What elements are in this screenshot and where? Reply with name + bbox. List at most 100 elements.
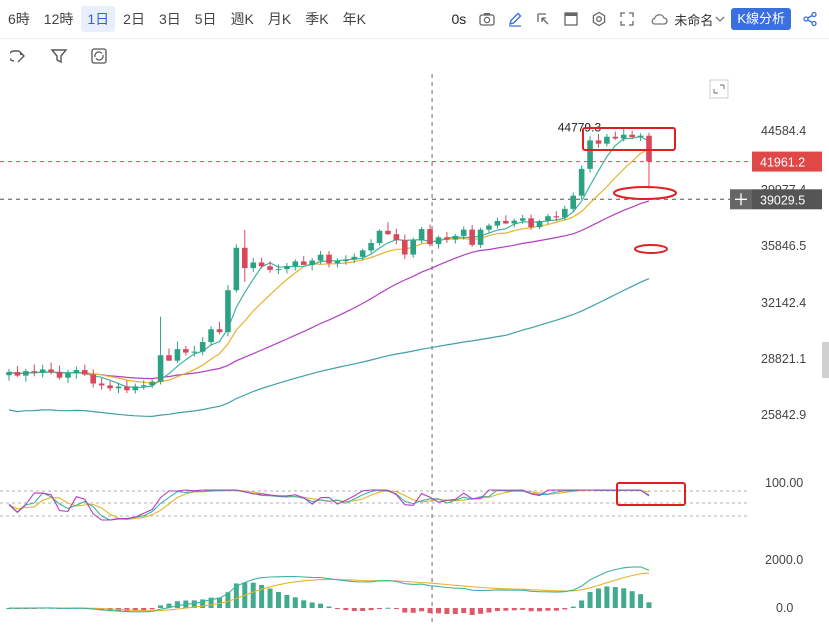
refresh-icon[interactable] bbox=[86, 43, 112, 69]
macd-bar bbox=[309, 602, 315, 608]
expand-button[interactable] bbox=[709, 79, 729, 99]
candle-body bbox=[216, 329, 223, 333]
candle-body bbox=[56, 371, 63, 378]
share-icon[interactable] bbox=[797, 6, 823, 32]
price-axis: 44584.439977.435846.532142.428821.125842… bbox=[730, 124, 822, 615]
candle-body bbox=[376, 230, 383, 243]
last-price-tag bbox=[752, 151, 822, 172]
macd-bar bbox=[225, 592, 231, 608]
macd-bar bbox=[452, 608, 458, 614]
macd-bar bbox=[368, 608, 374, 611]
macd-bar bbox=[301, 600, 307, 608]
candle-body bbox=[368, 242, 374, 251]
candle-body bbox=[39, 369, 46, 373]
candle-body bbox=[225, 290, 231, 333]
macd-bar bbox=[292, 597, 298, 608]
fullscreen-icon[interactable] bbox=[614, 6, 640, 32]
macd-bar bbox=[149, 608, 155, 610]
macd-bar bbox=[107, 608, 113, 612]
candle-body bbox=[267, 266, 273, 270]
grid bbox=[0, 74, 750, 625]
expand-icon bbox=[713, 84, 725, 94]
timeframe-tab[interactable]: 6時 bbox=[8, 11, 30, 27]
macd-bar bbox=[579, 600, 585, 608]
chart-name[interactable]: 未命名 bbox=[674, 12, 714, 28]
candle-body bbox=[536, 221, 543, 228]
timeframe-tab[interactable]: 3日 bbox=[158, 11, 181, 27]
candle-body bbox=[427, 229, 433, 245]
macd-bar bbox=[351, 608, 357, 612]
macd-bar bbox=[158, 605, 164, 608]
candle-body bbox=[477, 229, 484, 245]
candle-body bbox=[6, 372, 12, 376]
high-price-label: 44779.3 bbox=[558, 121, 602, 135]
macd-bar bbox=[217, 597, 223, 608]
price-tick-label: 32142.4 bbox=[761, 296, 806, 310]
macd-bar bbox=[461, 608, 467, 614]
candle-body bbox=[208, 329, 214, 343]
candle-body bbox=[359, 250, 366, 257]
timeframe-tab[interactable]: 週K bbox=[230, 11, 254, 27]
candle-body bbox=[494, 220, 501, 226]
timeframe-tab[interactable]: 2日 bbox=[123, 11, 145, 27]
scroll-handle[interactable] bbox=[822, 342, 829, 378]
gear-icon[interactable] bbox=[586, 6, 612, 32]
candle-body bbox=[503, 220, 509, 224]
candle-body bbox=[233, 247, 240, 291]
moving-averages bbox=[8, 135, 650, 418]
candle-body bbox=[587, 140, 593, 169]
k-analysis-button[interactable]: K線分析 bbox=[731, 8, 791, 30]
macd-bar bbox=[537, 608, 543, 612]
timeframe-tab[interactable]: 1日 bbox=[81, 6, 116, 32]
macd-bar bbox=[360, 608, 366, 611]
candle-body bbox=[612, 136, 619, 139]
macd-bar bbox=[267, 588, 273, 608]
annotations: 44779.3 bbox=[558, 121, 686, 506]
candles bbox=[6, 127, 652, 394]
candle-body bbox=[595, 140, 602, 144]
last-price-value: 41961.2 bbox=[760, 156, 805, 170]
chevron-down-icon[interactable] bbox=[715, 15, 725, 23]
timeframe-tab[interactable]: 12時 bbox=[43, 11, 74, 27]
interval-label[interactable]: 0s bbox=[451, 11, 467, 27]
candle-body bbox=[646, 135, 652, 162]
candle-body bbox=[48, 369, 54, 372]
candle-body bbox=[486, 225, 492, 230]
candle-body bbox=[460, 229, 467, 236]
pencil-icon[interactable] bbox=[502, 6, 528, 32]
highlight-ellipse-long bbox=[634, 244, 668, 254]
price-chart[interactable]: 44779.3 44584.439977.435846.532142.42882… bbox=[0, 74, 829, 625]
candle-body bbox=[578, 168, 585, 196]
timeframe-tab[interactable]: 5日 bbox=[194, 11, 217, 27]
filter-icon[interactable] bbox=[46, 43, 72, 69]
candle-body bbox=[157, 355, 164, 382]
candle-body bbox=[452, 235, 459, 240]
macd-bar bbox=[486, 608, 492, 613]
osc-tick-label: 100.00 bbox=[765, 476, 803, 490]
camera-icon[interactable] bbox=[474, 6, 500, 32]
timeframe-tab[interactable]: 季K bbox=[305, 11, 329, 27]
cloud-icon[interactable] bbox=[646, 6, 672, 32]
price-tick-label: 28821.1 bbox=[761, 352, 806, 366]
timeframe-tab[interactable]: 月K bbox=[267, 11, 292, 27]
candle-body bbox=[629, 134, 635, 138]
macd-bar bbox=[604, 586, 610, 608]
crosshair-price-tag bbox=[752, 189, 822, 210]
macd-bar bbox=[166, 603, 172, 608]
timeframe-tab[interactable]: 年K bbox=[342, 11, 366, 27]
macd-bar bbox=[343, 608, 349, 611]
candle-body bbox=[637, 135, 644, 138]
cursor-icon[interactable] bbox=[530, 6, 556, 32]
macd-bar bbox=[621, 588, 627, 608]
candle-body bbox=[553, 216, 560, 218]
macd-bar bbox=[612, 587, 618, 608]
magnet-icon[interactable] bbox=[6, 43, 32, 69]
candle-body bbox=[418, 229, 425, 241]
macd-bar bbox=[233, 583, 239, 608]
candle-body bbox=[570, 195, 577, 209]
candle-body bbox=[343, 259, 349, 262]
price-tick-label: 25842.9 bbox=[761, 408, 806, 422]
candle-body bbox=[275, 269, 282, 271]
window-icon[interactable] bbox=[558, 6, 584, 32]
macd-bar bbox=[334, 608, 340, 609]
